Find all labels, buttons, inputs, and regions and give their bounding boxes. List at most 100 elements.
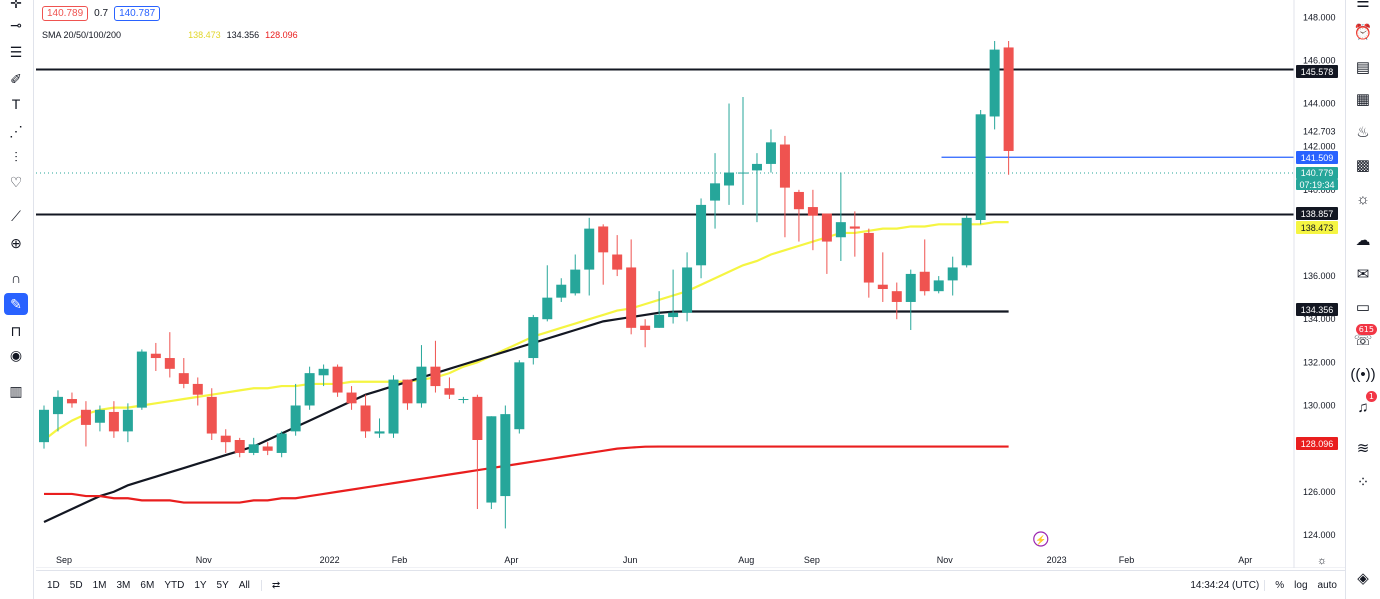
- price-tick-label: 148.000: [1303, 12, 1336, 22]
- chart-lines: [36, 68, 1294, 523]
- candle-body: [989, 49, 1000, 117]
- calendar-icon[interactable]: ▩: [1355, 157, 1371, 174]
- magnet-icon[interactable]: ∩: [10, 270, 22, 286]
- candle-body: [724, 172, 735, 186]
- hline-bottom-tag: 138.857: [1296, 207, 1338, 220]
- candle-body: [570, 269, 581, 294]
- range-6m[interactable]: 6M: [140, 579, 155, 591]
- parallel-lines-icon[interactable]: ☰: [9, 43, 23, 60]
- layers-icon[interactable]: ◈: [1357, 570, 1369, 587]
- trash-icon[interactable]: ▥: [9, 382, 23, 399]
- data-window-icon[interactable]: ▤: [1355, 59, 1371, 76]
- range-3m[interactable]: 3M: [116, 579, 131, 591]
- axis-settings-icon: ☼: [1317, 555, 1327, 567]
- candle-body: [654, 314, 665, 328]
- candle-body: [514, 362, 525, 430]
- horizontal-line-icon[interactable]: ⊸: [10, 16, 22, 33]
- candle-body: [486, 416, 497, 503]
- crosshair-icon[interactable]: ✛: [10, 0, 22, 11]
- range-1m[interactable]: 1M: [92, 579, 107, 591]
- candle-body: [500, 414, 511, 497]
- candle-body: [304, 373, 315, 406]
- zoom-icon[interactable]: ⊕: [10, 234, 22, 251]
- hotlist-icon[interactable]: ♨: [1356, 124, 1370, 141]
- bid-price[interactable]: 140.789: [42, 6, 89, 21]
- candle-body: [39, 409, 49, 443]
- range-ytd[interactable]: YTD: [164, 579, 185, 591]
- lock-drawing-icon[interactable]: ✎: [4, 293, 28, 315]
- goto-date-icon[interactable]: ⇄: [260, 579, 285, 591]
- candle-body: [318, 368, 329, 376]
- log-toggle[interactable]: log: [1294, 579, 1308, 591]
- candle-body: [94, 409, 105, 423]
- candle-body: [793, 191, 804, 210]
- range-5y[interactable]: 5Y: [216, 579, 229, 591]
- candle-body: [891, 291, 902, 302]
- chats-icon[interactable]: ✉: [1356, 266, 1370, 283]
- pattern-icon[interactable]: ⋰: [9, 122, 23, 139]
- eye-icon[interactable]: ◉: [9, 346, 23, 363]
- sma100-tag: 128.096: [1296, 437, 1338, 450]
- price-tick-label: 124.000: [1303, 530, 1336, 540]
- candle-body: [849, 226, 860, 229]
- ruler-icon[interactable]: ⟋: [11, 207, 21, 224]
- time-tick-label: Sep: [56, 555, 72, 565]
- percent-toggle[interactable]: %: [1264, 579, 1289, 591]
- forecast-icon[interactable]: ⫶: [14, 148, 18, 165]
- brush-icon[interactable]: ✐: [10, 70, 22, 87]
- sma-line: [43, 221, 1009, 441]
- alarm-icon[interactable]: ⏰: [1353, 24, 1373, 41]
- candle-body: [108, 411, 119, 432]
- candle-body: [668, 312, 679, 318]
- sma-legend[interactable]: SMA 20/50/100/200 138.473 134.356 128.09…: [42, 30, 298, 40]
- candle-body: [933, 280, 944, 292]
- range-1y[interactable]: 1Y: [194, 579, 207, 591]
- candle-body: [612, 254, 623, 270]
- candle-body: [472, 396, 483, 440]
- candles: [39, 40, 1014, 529]
- ask-price[interactable]: 140.787: [114, 6, 161, 21]
- candle-body: [542, 297, 553, 320]
- lock-icon[interactable]: ⊓: [10, 322, 22, 339]
- candle-body: [835, 222, 846, 238]
- range-1d[interactable]: 1D: [47, 579, 60, 591]
- candle-body: [402, 379, 413, 404]
- candle-body: [346, 392, 357, 404]
- candle-body: [136, 351, 147, 408]
- heart-icon[interactable]: ♡: [9, 173, 23, 190]
- dots-icon[interactable]: ⁘: [1356, 474, 1370, 491]
- streams-icon[interactable]: ☁: [1355, 232, 1371, 249]
- notifications-icon[interactable]: ☏ 615: [1351, 324, 1377, 352]
- candle-body: [332, 366, 343, 393]
- sma-title: SMA 20/50/100/200: [42, 30, 122, 40]
- bell-icon[interactable]: ♫ 1: [1351, 391, 1377, 419]
- candle-body: [905, 273, 916, 302]
- range-all[interactable]: All: [238, 579, 250, 591]
- time-tick-label: 2023: [1047, 555, 1067, 565]
- axes: 148.000146.000144.000142.703142.000140.0…: [36, 0, 1346, 568]
- sma50-tag: 134.356: [1296, 303, 1338, 316]
- watchlist-icon[interactable]: ☰: [1356, 0, 1370, 11]
- candle-body: [66, 399, 77, 404]
- candle-body: [779, 144, 790, 188]
- range-5d[interactable]: 5D: [69, 579, 83, 591]
- clock[interactable]: 14:34:24 (UTC): [1190, 579, 1260, 591]
- candle-body: [696, 204, 707, 266]
- broadcast-icon[interactable]: ((•)): [1350, 365, 1376, 383]
- messages-icon[interactable]: ▭: [1355, 299, 1371, 316]
- right-widget-bar: ☰ ⏰ ▤ ▦ ♨ ▩ ☼ ☁ ✉ ▭ ☏ 615 ((•)) ♫ 1 ≋ ⁘ ◈: [1345, 0, 1380, 599]
- auto-toggle[interactable]: auto: [1317, 579, 1337, 591]
- news-icon[interactable]: ▦: [1355, 91, 1371, 108]
- text-icon[interactable]: T: [11, 96, 21, 112]
- time-tick-label: Feb: [392, 555, 408, 565]
- candle-body: [821, 213, 832, 242]
- price-tick-label: 146.000: [1303, 55, 1336, 65]
- ideas-icon[interactable]: ☼: [1356, 190, 1370, 208]
- price-chart[interactable]: 148.000146.000144.000142.703142.000140.0…: [0, 0, 1346, 568]
- candle-body: [276, 433, 287, 453]
- lightning-icon: ⚡: [1035, 534, 1046, 546]
- candle-body: [150, 353, 161, 359]
- hline-top-tag: 145.578: [1296, 65, 1338, 78]
- pulse-icon[interactable]: ≋: [1356, 440, 1370, 457]
- event-marker-icon: [1033, 531, 1049, 547]
